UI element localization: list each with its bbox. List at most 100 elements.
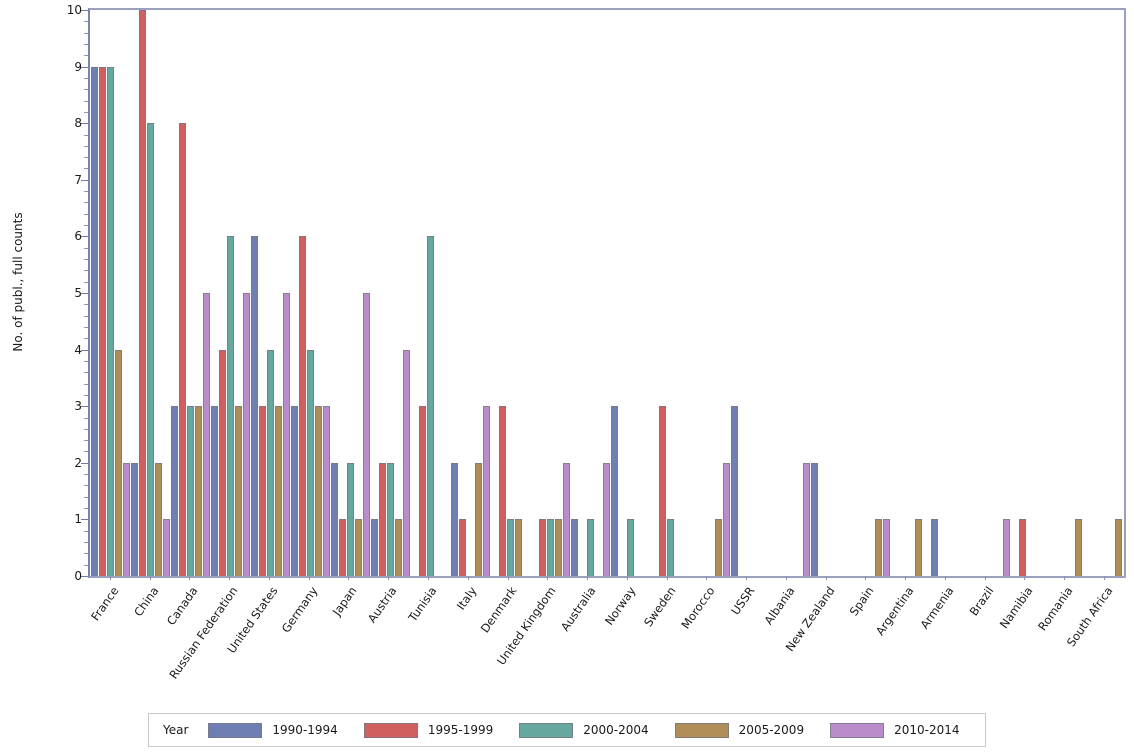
bar[interactable] — [554, 519, 562, 576]
bar[interactable] — [122, 462, 130, 576]
bar-group — [250, 10, 290, 576]
y-axis-tick-label: 7 — [74, 172, 82, 187]
x-axis-tick-mark — [746, 576, 748, 580]
bar-group — [170, 10, 210, 576]
bar[interactable] — [266, 349, 274, 576]
x-axis-tick-mark — [666, 576, 668, 580]
bar[interactable] — [314, 406, 322, 576]
bar[interactable] — [306, 349, 314, 576]
bar[interactable] — [914, 519, 922, 576]
legend-color-swatch — [674, 722, 729, 738]
y-axis-minor-tick — [84, 360, 88, 362]
bar[interactable] — [346, 462, 354, 576]
bar[interactable] — [90, 66, 98, 576]
bar[interactable] — [402, 349, 410, 576]
bar[interactable] — [370, 519, 378, 576]
x-axis-label-cell: Australia — [558, 576, 607, 690]
bar[interactable] — [562, 462, 570, 576]
bar[interactable] — [330, 462, 338, 576]
bar[interactable] — [106, 66, 114, 576]
legend-entry[interactable]: 1995-1999 — [363, 722, 493, 738]
y-axis-minor-tick — [84, 55, 88, 57]
bar[interactable] — [354, 519, 362, 576]
y-axis-tick-label: 8 — [74, 116, 82, 131]
legend-entry[interactable]: 2010-2014 — [830, 722, 960, 738]
x-axis-label-cell: Morocco — [679, 576, 726, 690]
bar-group — [90, 10, 130, 576]
bar[interactable] — [474, 462, 482, 576]
bar[interactable] — [194, 406, 202, 576]
bar[interactable] — [290, 406, 298, 576]
bar[interactable] — [418, 406, 426, 576]
bar[interactable] — [186, 406, 194, 576]
bar[interactable] — [98, 66, 106, 576]
bar[interactable] — [250, 236, 258, 576]
bar[interactable] — [658, 406, 666, 576]
x-axis-tick-label: France — [87, 584, 122, 624]
bar[interactable] — [154, 462, 162, 576]
bar[interactable] — [258, 406, 266, 576]
legend-entry[interactable]: 2005-2009 — [674, 722, 804, 738]
bar[interactable] — [458, 519, 466, 576]
bar[interactable] — [666, 519, 674, 576]
bar[interactable] — [930, 519, 938, 576]
bar[interactable] — [498, 406, 506, 576]
bar[interactable] — [114, 349, 122, 576]
bar[interactable] — [282, 293, 290, 576]
bar[interactable] — [1018, 519, 1026, 576]
bar[interactable] — [586, 519, 594, 576]
bar[interactable] — [882, 519, 890, 576]
bar[interactable] — [426, 236, 434, 576]
bar[interactable] — [1002, 519, 1010, 576]
bar[interactable] — [170, 406, 178, 576]
bar[interactable] — [714, 519, 722, 576]
x-axis-tick-mark — [785, 576, 787, 580]
x-axis-tick-label: Brazil — [966, 584, 997, 619]
y-axis-tick-mark — [81, 10, 88, 11]
legend-entry[interactable]: 1990-1994 — [208, 722, 338, 738]
bar[interactable] — [202, 293, 210, 576]
bar[interactable] — [1074, 519, 1082, 576]
bar[interactable] — [626, 519, 634, 576]
x-axis-label-cell: Tunisia — [405, 576, 448, 690]
x-axis-tick-mark — [507, 576, 509, 580]
bar[interactable] — [234, 406, 242, 576]
bar[interactable] — [138, 10, 146, 576]
x-axis-tick-mark — [944, 576, 946, 580]
bar[interactable] — [322, 406, 330, 576]
bar[interactable] — [242, 293, 250, 576]
bar[interactable] — [602, 462, 610, 576]
bar[interactable] — [722, 462, 730, 576]
bar[interactable] — [146, 123, 154, 576]
legend-entry[interactable]: 2000-2004 — [519, 722, 649, 738]
bar[interactable] — [338, 519, 346, 576]
bar[interactable] — [802, 462, 810, 576]
bar[interactable] — [730, 406, 738, 576]
bar[interactable] — [162, 519, 170, 576]
bar[interactable] — [298, 236, 306, 576]
bar[interactable] — [226, 236, 234, 576]
bar[interactable] — [210, 406, 218, 576]
bar[interactable] — [178, 123, 186, 576]
bar[interactable] — [394, 519, 402, 576]
bar[interactable] — [610, 406, 618, 576]
bar[interactable] — [1114, 519, 1122, 576]
bar[interactable] — [810, 462, 818, 576]
bar[interactable] — [378, 462, 386, 576]
bar[interactable] — [506, 519, 514, 576]
bar[interactable] — [514, 519, 522, 576]
bar[interactable] — [570, 519, 578, 576]
bar[interactable] — [546, 519, 554, 576]
bar[interactable] — [386, 462, 394, 576]
bar[interactable] — [538, 519, 546, 576]
bar[interactable] — [362, 293, 370, 576]
bar[interactable] — [218, 349, 226, 576]
bar[interactable] — [130, 462, 138, 576]
bar[interactable] — [874, 519, 882, 576]
bar-group — [970, 10, 1010, 576]
bar-group — [530, 10, 570, 576]
bar[interactable] — [450, 462, 458, 576]
bar[interactable] — [482, 406, 490, 576]
bar[interactable] — [274, 406, 282, 576]
